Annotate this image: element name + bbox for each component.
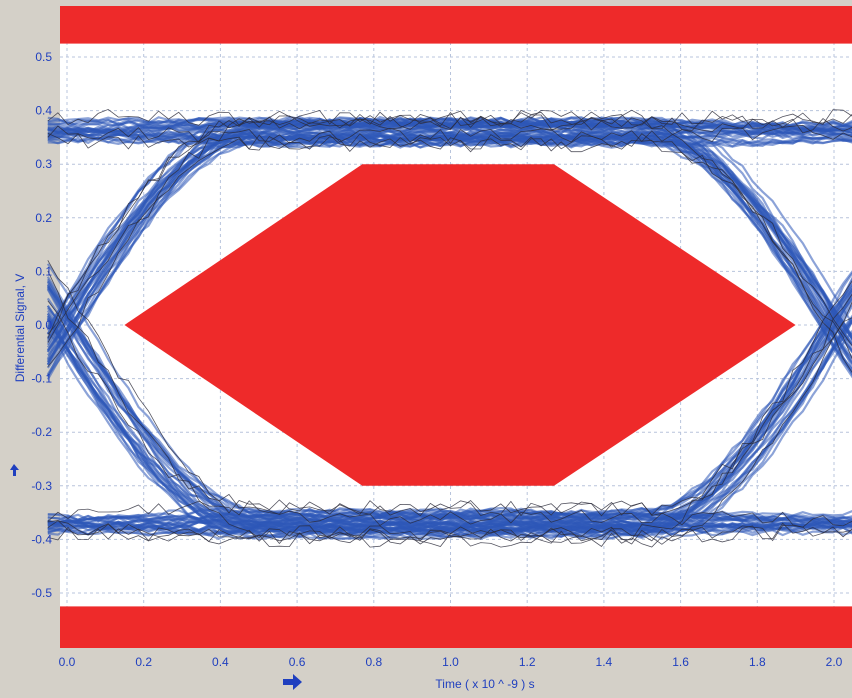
y-tick-label: -0.3 [31,479,52,493]
x-tick-label: 1.4 [596,655,613,669]
y-axis-title: Differential Signal, V [13,274,27,383]
eye-trace [46,134,852,351]
y-tick-label: -0.4 [31,532,52,546]
eye-trace [46,305,852,533]
x-tick-label: 0.0 [59,655,76,669]
y-tick-labels: 0.5 0.4 0.3 0.2 0.1 0.0 -0.1 -0.2 -0.3 -0.4 -0.5 [31,50,52,600]
eye-mask-polygon [124,164,796,486]
y-tick-label: 0.4 [35,104,52,118]
eye-trace-outlier [47,300,852,517]
eye-trace [46,276,852,528]
eye-trace-outlier [47,115,852,335]
y-tick-label: 0.0 [35,318,52,332]
y-tick-label: -0.2 [31,425,52,439]
eye-trace [47,128,852,339]
eye-trace [47,512,852,527]
eye-trace-outlier [47,519,852,545]
eye-trace-outlier [47,260,852,528]
eye-trace [47,271,852,530]
limit-bands [60,6,852,648]
eye-trace [47,517,852,538]
x-tick-label: 1.0 [442,655,459,669]
x-tick-label: 0.4 [212,655,229,669]
eye-trace [46,120,852,335]
x-tick-label: 1.8 [749,655,766,669]
eye-trace-outlier [47,524,852,542]
y-tick-label: -0.1 [31,372,52,386]
eye-mask [124,164,796,486]
eye-trace [46,118,852,330]
lower-limit-band [60,606,852,648]
eye-trace-outlier [47,270,852,542]
y-tick-label: -0.5 [31,586,52,600]
eye-trace-outlier [47,293,852,522]
eye-trace-outlier [47,133,852,360]
eye-trace [46,317,852,531]
y-axis-arrow-icon [10,464,19,476]
y-tick-label: 0.5 [35,50,52,64]
x-tick-label: 1.6 [672,655,689,669]
eye-trace-outlier [47,135,852,347]
eye-traces [46,108,852,548]
x-axis-title: Time ( x 10 ^ -9 ) s [435,677,534,691]
y-tick-label: 0.3 [35,157,52,171]
eye-trace-outlier [47,108,852,127]
plot-area [46,6,852,648]
x-tick-label: 1.2 [519,655,536,669]
y-tick-label: 0.2 [35,211,52,225]
x-tick-labels: 0.0 0.2 0.4 0.6 0.8 1.0 1.2 1.4 1.6 1.8 2.0 [59,655,843,669]
eye-trace-outlier [47,124,852,145]
x-tick-label: 0.6 [289,655,306,669]
eye-trace [46,134,852,378]
y-tick-label: 0.1 [35,264,52,278]
eye-trace-outlier [47,112,852,339]
x-tick-label: 0.2 [135,655,152,669]
x-tick-label: 2.0 [826,655,843,669]
x-tick-label: 0.8 [365,655,382,669]
upper-limit-band [60,6,852,44]
x-axis-arrow-icon [283,674,302,690]
